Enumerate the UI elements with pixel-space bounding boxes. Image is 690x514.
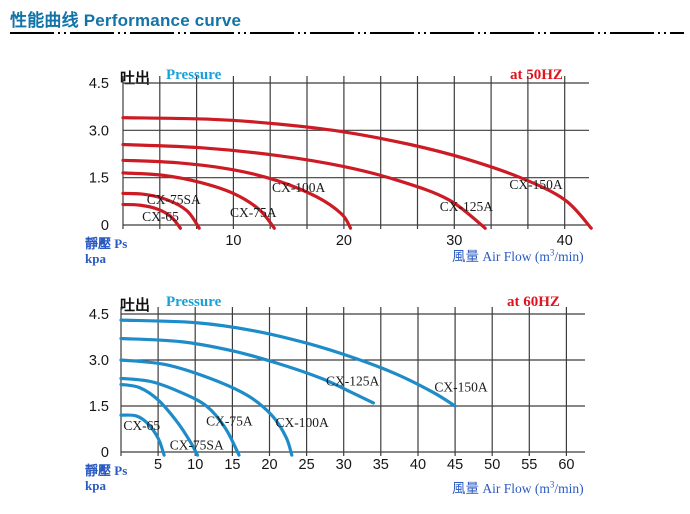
curve-label-CX-125A: CX-125A bbox=[326, 374, 379, 389]
performance-curve-chart-60hz: 0 1.5 3.0 4.5 5 10 15 20 25 30 35 40 45 50 55 60 CX-65 CX… bbox=[89, 307, 585, 473]
curve-CX-75A bbox=[119, 376, 241, 457]
x-tick-label: 50 bbox=[484, 457, 500, 473]
y-tick-label: 1.5 bbox=[89, 171, 109, 187]
curve-label-CX-100A: CX-100A bbox=[275, 415, 328, 430]
curve-CX-75SA bbox=[119, 382, 200, 457]
curve-label-CX-75SA: CX-75SA bbox=[170, 437, 224, 452]
air-flow-label-sup: 3 bbox=[549, 479, 555, 490]
x-tick-label: 40 bbox=[557, 233, 573, 249]
x-tick-label: 20 bbox=[336, 233, 352, 249]
x-tick-label: 35 bbox=[373, 457, 389, 473]
pressure-label-zh-60hz: 吐出 bbox=[120, 298, 151, 314]
x-tick-label: 20 bbox=[261, 457, 277, 473]
curve-label-CX-100A: CX-100A bbox=[272, 180, 325, 195]
x-tick-label: 10 bbox=[187, 457, 203, 473]
x-tick-label: 55 bbox=[521, 457, 537, 473]
curve-CX-125A bbox=[119, 336, 375, 405]
pressure-unit-label-50hz: kpa bbox=[85, 251, 106, 266]
curve-label-CX-125A: CX-125A bbox=[440, 199, 493, 214]
curve-label-CX-65: CX-65 bbox=[142, 209, 179, 224]
y-tick-label: 3.0 bbox=[89, 123, 109, 139]
x-tick-label: 10 bbox=[225, 233, 241, 249]
x-tick-label: 5 bbox=[154, 457, 162, 473]
curve-CX-150A bbox=[119, 318, 457, 408]
static-pressure-label-50hz: 靜壓 Ps bbox=[85, 236, 128, 251]
air-flow-axis-label-60hz: 風量 Air Flow (m3/min) bbox=[452, 477, 584, 497]
curve-CX-65 bbox=[119, 413, 166, 457]
x-tick-label: 15 bbox=[224, 457, 240, 473]
x-tick-label: 60 bbox=[558, 457, 574, 473]
air-flow-label-sup: 3 bbox=[549, 247, 555, 258]
y-tick-label: 4.5 bbox=[89, 76, 109, 92]
curve-label-CX-75A: CX-75A bbox=[206, 413, 253, 428]
curve-label-CX-65: CX-65 bbox=[123, 418, 160, 433]
pressure-unit-label-60hz: kpa bbox=[85, 478, 106, 493]
curve-label-CX-75SA: CX-75SA bbox=[147, 192, 201, 207]
y-tick-label: 0 bbox=[101, 218, 109, 234]
x-tick-label: 30 bbox=[336, 457, 352, 473]
pressure-label-en-60hz: Pressure bbox=[166, 294, 222, 310]
static-pressure-label-60hz: 靜壓 Ps bbox=[85, 463, 128, 478]
air-flow-label-pre: 風量 Air Flow (m bbox=[452, 249, 550, 264]
air-flow-label-post: /min) bbox=[554, 249, 584, 264]
curve-label-CX-75A: CX-75A bbox=[230, 205, 277, 220]
air-flow-axis-label-50hz: 風量 Air Flow (m3/min) bbox=[452, 245, 584, 265]
curve-CX-100A bbox=[121, 158, 353, 230]
curve-CX-75A bbox=[121, 171, 276, 230]
air-flow-label-post: /min) bbox=[554, 481, 584, 496]
x-tick-label: 45 bbox=[447, 457, 463, 473]
x-tick-label: 30 bbox=[446, 233, 462, 249]
curve-label-CX-150A: CX-150A bbox=[509, 177, 562, 192]
curve-CX-75SA bbox=[121, 191, 201, 230]
page-title: 性能曲线 Performance curve bbox=[10, 11, 242, 30]
x-tick-label: 40 bbox=[410, 457, 426, 473]
frequency-label-60hz: at 60HZ bbox=[507, 294, 560, 310]
title-divider bbox=[10, 32, 684, 34]
curve-CX-150A bbox=[121, 116, 593, 230]
y-tick-label: 1.5 bbox=[89, 399, 109, 415]
curve-CX-125A bbox=[121, 142, 487, 230]
x-tick-label: 25 bbox=[299, 457, 315, 473]
air-flow-label-pre: 風量 Air Flow (m bbox=[452, 481, 550, 496]
curve-label-CX-150A: CX-150A bbox=[434, 380, 487, 395]
pressure-label-en-50hz: Pressure bbox=[166, 67, 222, 83]
y-tick-label: 0 bbox=[101, 445, 109, 461]
performance-curve-chart-50hz: 0 1.5 3.0 4.5 10 20 30 40 CX-65 CX-75SA CX-75A CX-1… bbox=[89, 76, 593, 249]
curve-CX-100A bbox=[119, 358, 294, 457]
frequency-label-50hz: at 50HZ bbox=[510, 67, 563, 83]
y-tick-label: 4.5 bbox=[89, 307, 109, 323]
curve-CX-65 bbox=[121, 202, 182, 230]
y-tick-label: 3.0 bbox=[89, 353, 109, 369]
